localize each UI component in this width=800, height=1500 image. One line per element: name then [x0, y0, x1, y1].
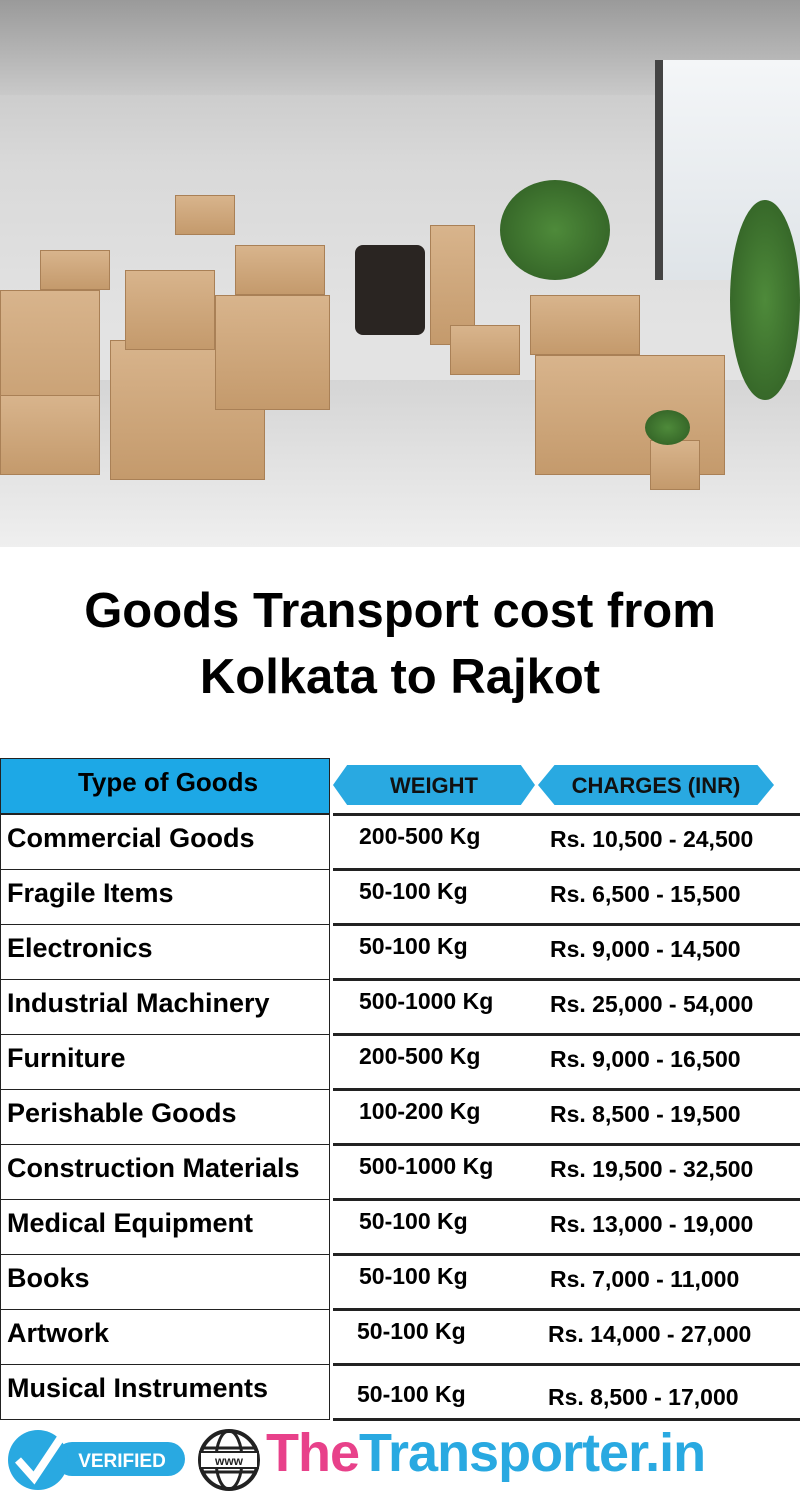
row-divider	[333, 1088, 800, 1091]
row-type-cell: Fragile Items	[0, 869, 330, 925]
office-chair	[355, 245, 425, 335]
row-weight-cell: 200-500 Kg	[359, 823, 481, 849]
row-charges-cell: Rs. 8,500 - 17,000	[548, 1384, 739, 1410]
row-charges-cell: Rs. 9,000 - 16,500	[550, 1046, 741, 1072]
row-charges-cell: Rs. 25,000 - 54,000	[550, 991, 754, 1017]
row-divider	[333, 1363, 800, 1366]
row-type-cell: Books	[0, 1254, 330, 1310]
cardboard-box	[40, 250, 110, 290]
row-type-cell: Electronics	[0, 924, 330, 980]
header-charges: CHARGES (INR)	[538, 765, 774, 805]
footer-brand: VERIFIED www TheTransporter.in	[0, 1420, 800, 1500]
row-weight-cell: 50-100 Kg	[359, 878, 468, 904]
row-weight-cell: 100-200 Kg	[359, 1098, 481, 1124]
cardboard-box	[215, 295, 330, 410]
cardboard-box	[450, 325, 520, 375]
office-boxes-photo	[0, 0, 800, 547]
verified-badge-icon: VERIFIED	[8, 1427, 185, 1490]
plant	[500, 180, 610, 280]
row-type-cell: Construction Materials	[0, 1144, 330, 1200]
cardboard-box	[235, 245, 325, 295]
row-type-cell: Industrial Machinery	[0, 979, 330, 1035]
cardboard-box	[125, 270, 215, 350]
row-divider	[333, 868, 800, 871]
row-charges-cell: Rs. 7,000 - 11,000	[550, 1266, 740, 1292]
row-type-cell: Furniture	[0, 1034, 330, 1090]
row-type-cell: Medical Equipment	[0, 1199, 330, 1255]
row-type-cell: Commercial Goods	[0, 814, 330, 870]
cardboard-box	[0, 395, 100, 475]
row-divider	[333, 1308, 800, 1311]
row-charges-cell: Rs. 10,500 - 24,500	[550, 826, 754, 852]
row-divider	[333, 1033, 800, 1036]
www-label: www	[214, 1454, 244, 1468]
row-divider	[333, 813, 800, 816]
cardboard-box	[650, 440, 700, 490]
row-divider	[333, 1143, 800, 1146]
brand-name: TheTransporter.in	[266, 1422, 800, 1484]
row-divider	[333, 1253, 800, 1256]
row-charges-cell: Rs. 8,500 - 19,500	[550, 1101, 741, 1127]
row-divider	[333, 923, 800, 926]
verified-label: VERIFIED	[78, 1451, 166, 1472]
row-weight-cell: 50-100 Kg	[359, 1208, 468, 1234]
page-title: Goods Transport cost from Kolkata to Raj…	[0, 578, 800, 710]
row-type-cell: Musical Instruments	[0, 1364, 330, 1420]
title-line-2: Kolkata to Rajkot	[199, 650, 601, 704]
row-charges-cell: Rs. 6,500 - 15,500	[550, 881, 741, 907]
row-divider	[333, 978, 800, 981]
plant	[645, 410, 690, 445]
row-charges-cell: Rs. 19,500 - 32,500	[550, 1156, 754, 1182]
row-charges-cell: Rs. 9,000 - 14,500	[550, 936, 741, 962]
row-charges-cell: Rs. 13,000 - 19,000	[550, 1211, 754, 1237]
row-weight-cell: 50-100 Kg	[359, 933, 468, 959]
header-weight: WEIGHT	[333, 765, 535, 805]
row-type-cell: Artwork	[0, 1309, 330, 1365]
row-weight-cell: 50-100 Kg	[357, 1381, 466, 1407]
brand-part-the: The	[266, 1423, 360, 1483]
brand-part-transporter: Transporter.in	[359, 1423, 706, 1483]
row-type-cell: Perishable Goods	[0, 1089, 330, 1145]
row-weight-cell: 50-100 Kg	[359, 1263, 468, 1289]
cardboard-box	[175, 195, 235, 235]
plant	[730, 200, 800, 400]
row-weight-cell: 200-500 Kg	[359, 1043, 481, 1069]
cardboard-box	[530, 295, 640, 355]
row-weight-cell: 500-1000 Kg	[359, 988, 494, 1014]
header-type-of-goods: Type of Goods	[0, 758, 330, 814]
row-divider	[333, 1418, 800, 1421]
row-charges-cell: Rs. 14,000 - 27,000	[548, 1321, 752, 1347]
row-weight-cell: 500-1000 Kg	[359, 1153, 494, 1179]
title-line-1: Goods Transport cost from	[84, 584, 716, 638]
row-divider	[333, 1198, 800, 1201]
row-weight-cell: 50-100 Kg	[357, 1318, 466, 1344]
globe-www-icon: www	[198, 1429, 260, 1491]
